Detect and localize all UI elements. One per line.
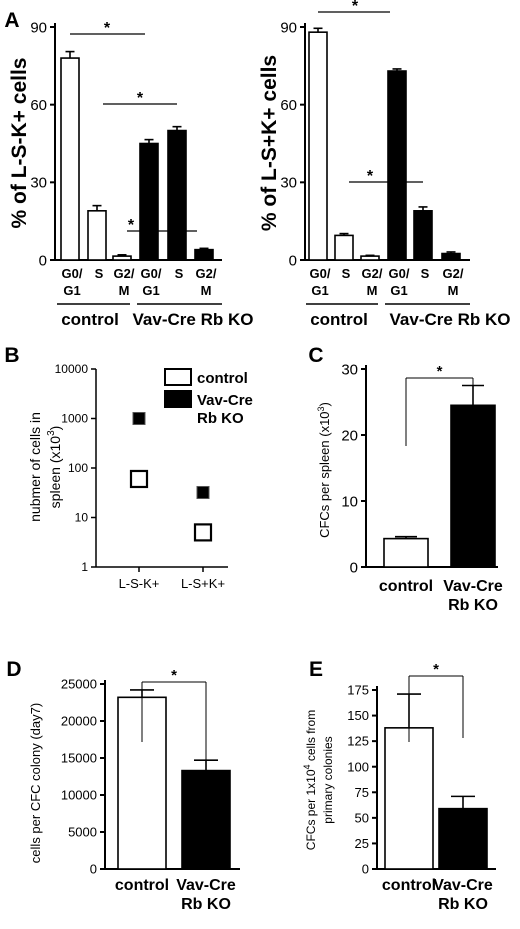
chart-1-bar	[387, 70, 407, 261]
chart-1-y-tick-label: 90	[280, 19, 297, 36]
chart-2-y-tick-label: 10000	[55, 362, 89, 376]
chart-1-significance-star: *	[352, 0, 359, 15]
chart-1-y-label: % of L-S+K+ cells	[258, 55, 281, 231]
chart-2-legend-swatch-ko	[164, 390, 192, 408]
chart-4-y-label: cells per CFC colony (day7)	[28, 703, 43, 863]
chart-0-y-tick-label: 0	[39, 252, 47, 269]
chart-4-y-tick-label: 0	[90, 862, 97, 877]
chart-3-y-label: CFCs per spleen (x103)	[316, 402, 332, 538]
chart-2-panel-letter: B	[4, 344, 19, 367]
chart-2-y-tick-label: 1	[81, 560, 88, 574]
chart-0-bar	[112, 255, 132, 261]
chart-4-y-tick-label: 10000	[61, 788, 97, 803]
chart-3-x-tick-label: Vav-Cre Rb KO	[443, 578, 503, 614]
chart-5-y-tick-label: 125	[347, 734, 369, 749]
chart-1-x-tick-label: S	[421, 266, 430, 281]
chart-0-y-label: % of L-S-K+ cells	[8, 58, 31, 229]
chart-1-y-tick-label: 0	[289, 252, 297, 269]
chart-2-legend-swatch-control	[164, 368, 192, 386]
chart-3-y-tick-label: 0	[350, 559, 358, 576]
chart-1-y-tick-label: 30	[280, 175, 297, 192]
chart-3-bar	[450, 404, 496, 568]
chart-3-bar	[383, 537, 429, 568]
chart-4-y-tick-label: 25000	[61, 677, 97, 692]
chart-4-significance-star: *	[171, 667, 177, 684]
chart-1-x-tick-label: G2/M	[443, 266, 464, 298]
chart-3-x-tick-label: control	[379, 578, 433, 595]
chart-2-point-ko	[132, 412, 146, 425]
chart-1-y-tick-label: 60	[280, 97, 297, 114]
chart-0-x-tick-label: G2/M	[114, 266, 135, 298]
chart-4-y-tick-label: 20000	[61, 714, 97, 729]
chart-2-y-tick-label: 100	[68, 461, 88, 475]
chart-3-significance-star: *	[437, 363, 443, 380]
chart-0-bar	[87, 210, 107, 261]
chart-0-x-tick-label: G2/M	[196, 266, 217, 298]
chart-2-legend-label: Vav-Cre Rb KO	[197, 392, 253, 427]
chart-0-group-label: control	[61, 310, 119, 329]
chart-2-point-ko	[196, 485, 210, 499]
chart-1-bar	[334, 234, 354, 261]
chart-5-panel-letter: E	[309, 658, 323, 681]
chart-3-panel-letter: C	[308, 344, 323, 367]
chart-1-bar	[360, 255, 380, 261]
chart-5-y-tick-label: 100	[347, 759, 369, 774]
chart-0-x-tick-label: G0/G1	[141, 266, 162, 298]
chart-5-y-tick-label: 175	[347, 683, 369, 698]
chart-4-x-tick-label: Vav-Cre Rb KO	[176, 877, 236, 913]
chart-1-group-label: control	[310, 310, 368, 329]
chart-0-group-label: Vav-Cre Rb KO	[133, 310, 254, 329]
chart-0-significance-star: *	[137, 90, 144, 107]
chart-0-y-tick-label: 60	[30, 97, 47, 114]
chart-2-y-tick-label: 1000	[61, 412, 88, 426]
chart-1-x-tick-label: S	[342, 266, 351, 281]
chart-5-significance-star: *	[433, 661, 439, 678]
chart-0-significance-star: *	[128, 217, 135, 234]
chart-5-bar	[384, 727, 434, 870]
chart-1-group-label: Vav-Cre Rb KO	[390, 310, 511, 329]
chart-0-x-tick-label: G0/G1	[62, 266, 83, 298]
chart-1-bar	[308, 31, 328, 261]
chart-0-x-tick-label: S	[95, 266, 104, 281]
chart-1-x-tick-label: G2/M	[362, 266, 383, 298]
chart-2-point-control	[193, 523, 213, 542]
chart-2-x-tick-label: L-S-K+	[119, 576, 160, 591]
chart-2-x-tick-label: L-S+K+	[181, 576, 225, 591]
chart-4-x-tick-label: control	[115, 877, 169, 894]
chart-0-bar	[60, 57, 80, 261]
chart-1-bar	[413, 210, 433, 261]
chart-1-significance-star: *	[367, 168, 374, 185]
chart-0-bar	[194, 248, 214, 261]
chart-1-bar	[441, 252, 461, 261]
chart-5-y-tick-label: 25	[355, 836, 369, 851]
chart-0-x-tick-label: S	[175, 266, 184, 281]
chart-2-y-label: nubmer of cells in spleen (x103)	[27, 412, 63, 522]
chart-2-legend-label: control	[197, 370, 248, 387]
chart-4-y-tick-label: 5000	[68, 825, 97, 840]
chart-5-bar	[438, 807, 488, 870]
chart-5-x-tick-label: control	[382, 877, 436, 894]
chart-4-panel-letter: D	[6, 658, 21, 681]
chart-3-y-tick-label: 30	[341, 361, 358, 378]
chart-3-y-tick-label: 10	[341, 493, 358, 510]
chart-0-bar	[139, 142, 159, 261]
chart-5-y-tick-label: 150	[347, 708, 369, 723]
chart-2-point-control	[129, 469, 149, 489]
chart-4-y-tick-label: 15000	[61, 751, 97, 766]
chart-1-x-tick-label: G0/G1	[310, 266, 331, 298]
chart-3-y-tick-label: 20	[341, 427, 358, 444]
chart-5-y-tick-label: 75	[355, 785, 369, 800]
chart-0-y-tick-label: 90	[30, 19, 47, 36]
chart-0-significance-star: *	[104, 20, 111, 37]
chart-5-y-tick-label: 0	[362, 862, 369, 877]
chart-5-x-tick-label: Vav-Cre Rb KO	[433, 877, 493, 913]
chart-0-bar	[167, 129, 187, 261]
chart-5-y-tick-label: 50	[355, 810, 369, 825]
chart-1-x-tick-label: G0/G1	[389, 266, 410, 298]
chart-0-panel-letter: A	[4, 9, 19, 32]
chart-5-y-label-2line: CFCs per 1x104 cells from primary colonie…	[302, 710, 335, 850]
chart-0-y-tick-label: 30	[30, 175, 47, 192]
chart-2-y-tick-label: 10	[75, 511, 89, 525]
